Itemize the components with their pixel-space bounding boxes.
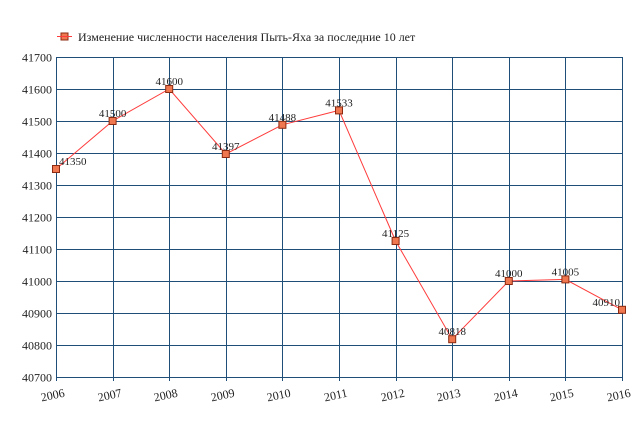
data-label: 40910 [593, 297, 621, 309]
data-label: 41488 [269, 112, 297, 124]
data-point [165, 85, 174, 93]
data-label: 41005 [552, 266, 580, 278]
x-tick-label: 2016 [605, 386, 631, 405]
y-tick-label: 41300 [22, 179, 52, 193]
data-label: 41350 [59, 156, 87, 168]
y-tick-label: 41700 [22, 51, 52, 65]
x-tick-label: 2009 [209, 386, 235, 405]
data-labels: 41350 41500 41600 41397 41488 41533 41125 40818… [59, 76, 621, 338]
y-tick-label: 40800 [22, 339, 52, 353]
data-point [278, 120, 287, 129]
legend: Изменение численности населения Пыть-Яха… [57, 30, 416, 44]
data-point [52, 165, 60, 173]
x-tick-label: 2014 [492, 386, 518, 405]
data-label: 41600 [155, 76, 183, 88]
data-point [561, 275, 570, 284]
y-tick-label: 41000 [22, 275, 52, 289]
data-label: 40818 [438, 326, 466, 338]
data-point [448, 335, 457, 344]
y-tick-label: 41200 [22, 211, 52, 225]
data-label: 41000 [495, 268, 523, 280]
series-line [52, 85, 626, 344]
x-tick-label: 2013 [435, 386, 461, 405]
data-point [335, 106, 343, 115]
data-label: 41500 [99, 108, 127, 120]
y-tick-label: 41600 [22, 83, 52, 97]
x-tick-label: 2010 [265, 386, 291, 405]
data-point [221, 150, 230, 158]
legend-label: Изменение численности населения Пыть-Яха… [78, 30, 416, 44]
x-tick-label: 2012 [379, 386, 405, 405]
x-tick-label: 2007 [96, 386, 122, 405]
data-point [504, 277, 513, 285]
x-tick-label: 2015 [548, 386, 574, 405]
x-tick-label: 2008 [152, 386, 178, 405]
data-point [391, 237, 400, 245]
y-tick-label: 41500 [22, 115, 52, 129]
x-tick-label: 2011 [323, 386, 349, 405]
axes: 40700 40800 40900 41000 41100 41200 41300 41400… [22, 51, 632, 405]
data-point [618, 305, 626, 314]
y-tick-label: 41400 [22, 147, 52, 161]
data-point [108, 117, 117, 125]
y-tick-label: 40900 [22, 307, 52, 321]
y-tick-label: 40700 [22, 371, 52, 385]
data-label: 41397 [212, 141, 240, 153]
data-label: 41125 [382, 228, 410, 240]
x-tick-label: 2006 [39, 386, 65, 405]
y-tick-label: 41100 [22, 243, 52, 257]
data-label: 41533 [325, 97, 353, 109]
grid [56, 57, 623, 378]
